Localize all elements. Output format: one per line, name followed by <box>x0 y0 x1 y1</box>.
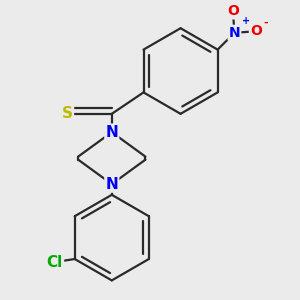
Text: N: N <box>229 26 240 40</box>
Text: S: S <box>62 106 73 121</box>
Text: O: O <box>250 24 262 38</box>
Text: O: O <box>227 4 239 18</box>
Text: Cl: Cl <box>47 255 63 270</box>
Text: N: N <box>105 125 118 140</box>
Text: +: + <box>242 16 250 26</box>
Text: -: - <box>263 18 268 28</box>
Text: N: N <box>105 177 118 192</box>
